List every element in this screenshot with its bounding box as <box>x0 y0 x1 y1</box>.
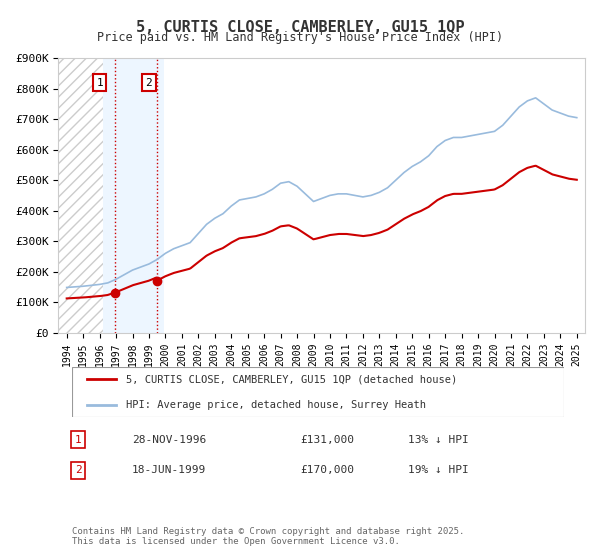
Text: 5, CURTIS CLOSE, CAMBERLEY, GU15 1QP (detached house): 5, CURTIS CLOSE, CAMBERLEY, GU15 1QP (de… <box>126 375 457 384</box>
Text: £131,000: £131,000 <box>300 435 354 445</box>
Text: 2: 2 <box>74 465 82 475</box>
Text: 19% ↓ HPI: 19% ↓ HPI <box>408 465 469 475</box>
Bar <box>103 58 164 333</box>
FancyBboxPatch shape <box>72 367 564 417</box>
Text: HPI: Average price, detached house, Surrey Heath: HPI: Average price, detached house, Surr… <box>126 400 426 409</box>
Text: £170,000: £170,000 <box>300 465 354 475</box>
Text: 1: 1 <box>74 435 82 445</box>
Text: 5, CURTIS CLOSE, CAMBERLEY, GU15 1QP: 5, CURTIS CLOSE, CAMBERLEY, GU15 1QP <box>136 20 464 35</box>
Text: 2: 2 <box>146 78 152 87</box>
Text: 13% ↓ HPI: 13% ↓ HPI <box>408 435 469 445</box>
Text: 1: 1 <box>96 78 103 87</box>
Text: Contains HM Land Registry data © Crown copyright and database right 2025.
This d: Contains HM Land Registry data © Crown c… <box>72 526 464 546</box>
Bar <box>58 58 103 333</box>
Text: Price paid vs. HM Land Registry's House Price Index (HPI): Price paid vs. HM Land Registry's House … <box>97 31 503 44</box>
Text: 28-NOV-1996: 28-NOV-1996 <box>132 435 206 445</box>
Text: 18-JUN-1999: 18-JUN-1999 <box>132 465 206 475</box>
